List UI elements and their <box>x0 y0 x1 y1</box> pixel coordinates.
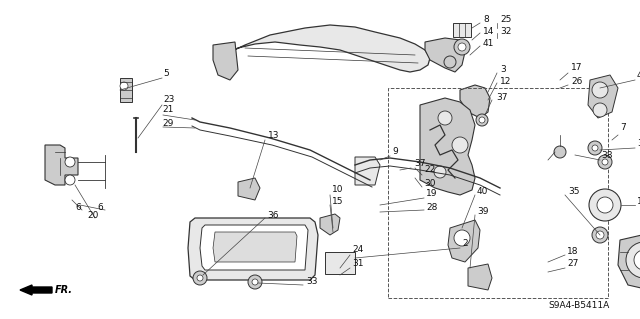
Polygon shape <box>468 264 492 290</box>
Polygon shape <box>188 218 318 280</box>
Polygon shape <box>45 145 78 185</box>
Text: 26: 26 <box>571 77 582 85</box>
Circle shape <box>248 275 262 289</box>
Text: 27: 27 <box>567 259 579 269</box>
Polygon shape <box>200 225 308 270</box>
Circle shape <box>597 197 613 213</box>
Circle shape <box>554 146 566 158</box>
Text: 8: 8 <box>483 16 489 25</box>
Bar <box>325 252 355 274</box>
Text: 6: 6 <box>97 203 103 211</box>
Circle shape <box>444 56 456 68</box>
Text: S9A4-B5411A: S9A4-B5411A <box>548 300 609 309</box>
Circle shape <box>596 231 604 239</box>
Text: 34: 34 <box>637 139 640 149</box>
Circle shape <box>602 159 608 165</box>
Text: 20: 20 <box>87 211 99 219</box>
Text: 5: 5 <box>163 70 169 78</box>
Text: 25: 25 <box>500 16 511 25</box>
Polygon shape <box>213 42 238 80</box>
Circle shape <box>593 103 607 117</box>
Text: 22: 22 <box>424 166 435 174</box>
Text: 32: 32 <box>500 27 511 36</box>
Polygon shape <box>238 178 260 200</box>
Circle shape <box>252 279 258 285</box>
Circle shape <box>479 117 485 123</box>
Text: 14: 14 <box>483 27 494 36</box>
Polygon shape <box>320 214 340 235</box>
Text: 9: 9 <box>392 147 397 157</box>
Circle shape <box>458 43 466 51</box>
Text: 4: 4 <box>637 70 640 79</box>
Circle shape <box>626 242 640 278</box>
Text: 35: 35 <box>568 187 579 196</box>
Text: 16: 16 <box>637 197 640 205</box>
Text: 41: 41 <box>483 40 494 48</box>
Circle shape <box>454 39 470 55</box>
Text: FR.: FR. <box>55 285 73 295</box>
Text: 10: 10 <box>332 186 344 195</box>
Circle shape <box>598 155 612 169</box>
Polygon shape <box>425 38 465 72</box>
Text: 36: 36 <box>267 211 278 219</box>
Text: 19: 19 <box>426 189 438 198</box>
Circle shape <box>438 111 452 125</box>
Text: 24: 24 <box>352 246 364 255</box>
Text: 30: 30 <box>424 179 435 188</box>
Text: 15: 15 <box>332 197 344 206</box>
Text: 6: 6 <box>75 203 81 211</box>
FancyArrow shape <box>20 285 52 295</box>
Polygon shape <box>230 25 430 72</box>
Bar <box>453 23 471 37</box>
Polygon shape <box>213 232 297 262</box>
Circle shape <box>197 275 203 281</box>
Text: 13: 13 <box>268 130 280 139</box>
Circle shape <box>454 230 470 246</box>
Polygon shape <box>448 220 480 262</box>
Text: 3: 3 <box>500 65 506 75</box>
Text: 37: 37 <box>414 160 426 168</box>
Text: 23: 23 <box>163 95 174 105</box>
Text: 28: 28 <box>426 203 437 211</box>
Text: 21: 21 <box>162 106 173 115</box>
Polygon shape <box>618 232 640 290</box>
Circle shape <box>592 82 608 98</box>
Circle shape <box>476 114 488 126</box>
Text: 17: 17 <box>571 63 582 72</box>
Text: 40: 40 <box>477 187 488 196</box>
Text: 12: 12 <box>500 78 511 86</box>
Polygon shape <box>420 98 475 195</box>
Circle shape <box>592 227 608 243</box>
Circle shape <box>634 250 640 270</box>
Text: 18: 18 <box>567 247 579 256</box>
Polygon shape <box>355 157 380 185</box>
Text: 31: 31 <box>352 259 364 269</box>
Circle shape <box>434 166 446 178</box>
Circle shape <box>588 141 602 155</box>
Bar <box>388 88 608 298</box>
Circle shape <box>65 175 75 185</box>
Text: 2: 2 <box>462 240 468 249</box>
Text: 38: 38 <box>601 152 612 160</box>
Circle shape <box>120 82 128 90</box>
Polygon shape <box>588 75 618 118</box>
Circle shape <box>592 145 598 151</box>
Circle shape <box>589 189 621 221</box>
Text: 37: 37 <box>496 93 508 101</box>
Circle shape <box>65 157 75 167</box>
Circle shape <box>452 137 468 153</box>
Polygon shape <box>460 85 490 118</box>
Text: 33: 33 <box>306 278 317 286</box>
Text: 39: 39 <box>477 207 488 217</box>
Polygon shape <box>120 78 132 102</box>
Text: 29: 29 <box>162 118 173 128</box>
Text: 7: 7 <box>620 123 626 132</box>
Circle shape <box>193 271 207 285</box>
